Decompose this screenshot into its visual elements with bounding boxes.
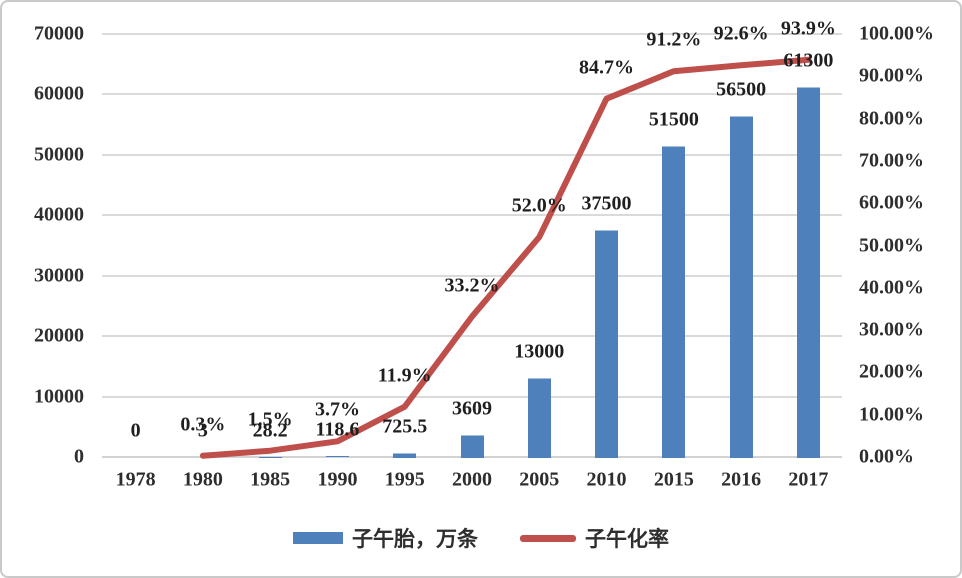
x-axis-category-label: 1990 <box>317 468 358 491</box>
line-value-label: 91.2% <box>646 28 702 51</box>
x-axis-category-label: 2005 <box>519 468 560 491</box>
line-value-label: 3.7% <box>314 398 360 421</box>
bar-2000 <box>460 435 484 458</box>
x-axis-category-label: 2016 <box>721 468 762 491</box>
bar-value-label: 37500 <box>581 192 632 215</box>
right-axis-tick-label: 50.00% <box>859 234 924 256</box>
x-axis-category-label: 2015 <box>653 468 694 491</box>
bar-2015 <box>662 145 686 458</box>
bar-1990 <box>325 456 349 457</box>
bar-value-label: 61300 <box>783 49 834 72</box>
legend-label: 子午化率 <box>585 527 669 551</box>
line-value-label: 11.9% <box>377 364 432 387</box>
left-axis-tick-label: 0 <box>74 445 84 468</box>
x-axis-category-label: 1995 <box>384 468 425 491</box>
right-axis-tick-label: 40.00% <box>859 276 924 299</box>
line-swatch-icon <box>520 534 576 542</box>
right-axis-tick-label: 90.00% <box>859 64 924 87</box>
bar-value-label: 118.6 <box>315 418 360 441</box>
line-value-label: 84.7% <box>579 56 635 79</box>
bar-value-label: 28.2 <box>252 419 288 442</box>
bar-value-label: 13000 <box>514 340 565 363</box>
line-value-label: 33.2% <box>444 274 500 297</box>
legend-label: 子午胎，万条 <box>352 527 478 551</box>
legend: 子午胎，万条 子午化率 <box>2 523 960 553</box>
right-axis-tick-label: 80.00% <box>859 107 924 130</box>
bar-value-label: 0 <box>130 419 141 442</box>
line-value-label: 92.6% <box>713 22 769 45</box>
x-axis-category-label: 1978 <box>115 468 156 491</box>
bar-value-label: 51500 <box>648 108 699 131</box>
x-axis-category-label: 2017 <box>788 468 829 491</box>
x-axis-category-label: 2010 <box>586 468 627 491</box>
bar-2017 <box>796 86 820 458</box>
bar-value-label: 56500 <box>716 78 767 101</box>
left-axis-tick-label: 60000 <box>34 82 84 105</box>
legend-item: 子午化率 <box>520 523 669 553</box>
right-axis-tick-label: 30.00% <box>859 318 924 341</box>
right-axis-tick-label: 70.00% <box>859 149 924 172</box>
gridline <box>102 33 842 35</box>
line-value-label: 93.9% <box>780 17 836 40</box>
right-axis-tick-label: 10.00% <box>859 403 924 426</box>
left-axis-tick-label: 40000 <box>34 203 84 226</box>
right-axis-tick-label: 20.00% <box>859 360 924 383</box>
right-axis-tick-label: 60.00% <box>859 191 924 214</box>
bar-value-label: 3609 <box>452 397 492 420</box>
bar-value-label: 725.5 <box>382 415 428 438</box>
line-value-label: 0.3% <box>180 413 226 436</box>
bar-2016 <box>729 115 753 458</box>
bar-1995 <box>393 452 417 458</box>
left-axis-tick-label: 20000 <box>34 324 84 347</box>
line-value-label: 1.5% <box>247 408 293 431</box>
right-axis-tick-label: 100.00% <box>859 22 934 45</box>
legend-item: 子午胎，万条 <box>293 523 478 553</box>
x-axis-category-label: 2000 <box>452 468 492 491</box>
x-axis-category-label: 1980 <box>182 468 223 491</box>
left-axis-tick-label: 70000 <box>34 22 84 45</box>
bar-2010 <box>595 230 619 458</box>
x-axis-category-label: 1985 <box>250 468 291 491</box>
left-axis-tick-label: 10000 <box>34 385 84 408</box>
bar-2005 <box>527 378 551 458</box>
left-axis-tick-label: 30000 <box>34 264 84 287</box>
bar-swatch-icon <box>293 532 343 544</box>
left-axis-tick-label: 50000 <box>34 143 84 166</box>
bar-value-label: 3 <box>197 419 208 442</box>
right-axis-tick-label: 0.00% <box>859 445 914 468</box>
line-value-label: 52.0% <box>511 194 567 217</box>
